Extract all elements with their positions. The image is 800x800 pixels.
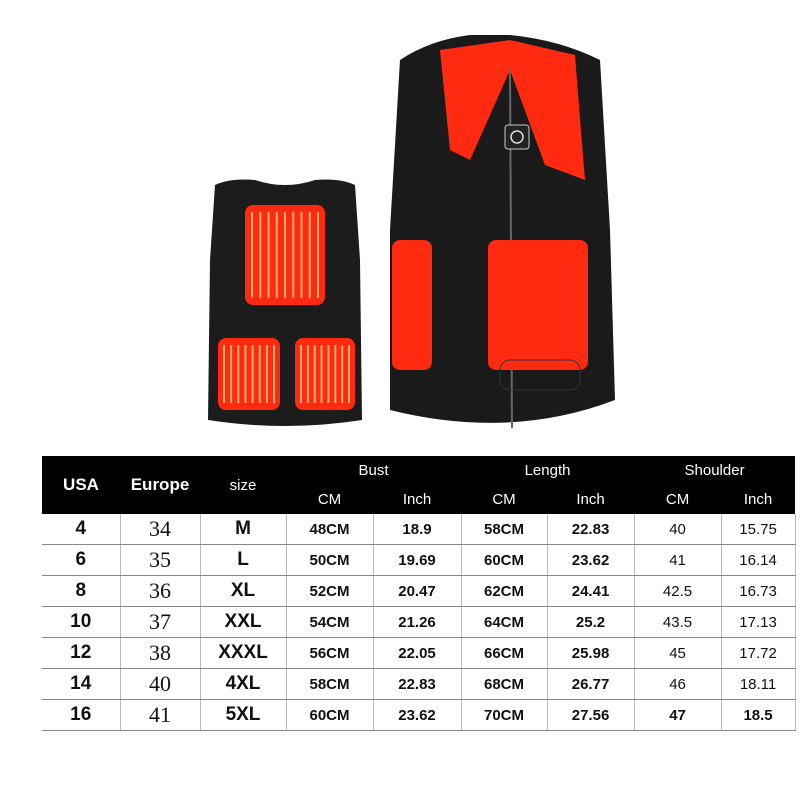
table-cell: 27.56 <box>547 699 635 731</box>
header-europe: Europe <box>120 456 200 514</box>
table-cell: 25.98 <box>547 637 635 669</box>
table-cell: 14 <box>42 668 121 700</box>
table-cell: XXXL <box>200 637 287 669</box>
table-cell: 40 <box>634 514 722 545</box>
table-cell: 56CM <box>286 637 374 669</box>
table-cell: 40 <box>120 668 201 700</box>
table-cell: 5XL <box>200 699 287 731</box>
table-cell: 16.73 <box>721 575 796 607</box>
table-row: 8 36 XL 52CM 20.47 62CM 24.41 42.5 16.73 <box>42 575 796 607</box>
table-cell: 52CM <box>286 575 374 607</box>
front-vest <box>390 35 615 429</box>
table-cell: 47 <box>634 699 722 731</box>
table-cell: 23.62 <box>373 699 462 731</box>
header-unit: CM <box>461 485 548 514</box>
table-cell: 24.41 <box>547 575 635 607</box>
table-cell: 60CM <box>461 544 548 576</box>
table-cell: XXL <box>200 606 287 638</box>
table-row: 16 41 5XL 60CM 23.62 70CM 27.56 47 18.5 <box>42 699 796 731</box>
header-size: size <box>200 456 286 514</box>
table-cell: M <box>200 514 287 545</box>
table-cell: 6 <box>42 544 121 576</box>
table-cell: L <box>200 544 287 576</box>
table-cell: 8 <box>42 575 121 607</box>
table-cell: 58CM <box>461 514 548 545</box>
table-cell: 38 <box>120 637 201 669</box>
table-cell: 37 <box>120 606 201 638</box>
table-cell: 23.62 <box>547 544 635 576</box>
table-cell: 70CM <box>461 699 548 731</box>
header-length: Length <box>461 456 635 485</box>
table-cell: 12 <box>42 637 121 669</box>
table-cell: 22.05 <box>373 637 462 669</box>
table-cell: 43.5 <box>634 606 722 638</box>
table-cell: 42.5 <box>634 575 722 607</box>
table-cell: 4 <box>42 514 121 545</box>
table-row: 4 34 M 48CM 18.9 58CM 22.83 40 15.75 <box>42 514 796 545</box>
table-cell: 36 <box>120 575 201 607</box>
heated-vest-images <box>208 35 615 429</box>
table-cell: 41 <box>120 699 201 731</box>
table-row: 6 35 L 50CM 19.69 60CM 23.62 41 16.14 <box>42 544 796 576</box>
table-cell: 25.2 <box>547 606 635 638</box>
header-shoulder: Shoulder <box>634 456 796 485</box>
table-cell: 15.75 <box>721 514 796 545</box>
table-cell: 20.47 <box>373 575 462 607</box>
table-cell: 60CM <box>286 699 374 731</box>
table-cell: 17.13 <box>721 606 796 638</box>
table-cell: 46 <box>634 668 722 700</box>
table-cell: 22.83 <box>373 668 462 700</box>
table-cell: 54CM <box>286 606 374 638</box>
table-cell: 64CM <box>461 606 548 638</box>
header-unit: CM <box>634 485 722 514</box>
table-cell: 18.11 <box>721 668 796 700</box>
table-row: 12 38 XXXL 56CM 22.05 66CM 25.98 45 17.72 <box>42 637 796 669</box>
table-cell: 22.83 <box>547 514 635 545</box>
header-unit: CM <box>286 485 373 514</box>
table-cell: 66CM <box>461 637 548 669</box>
table-cell: 62CM <box>461 575 548 607</box>
table-cell: 48CM <box>286 514 374 545</box>
table-row: 14 40 4XL 58CM 22.83 68CM 26.77 46 18.11 <box>42 668 796 700</box>
table-cell: 18.9 <box>373 514 462 545</box>
header-unit: Inch <box>547 485 635 514</box>
header-unit: Inch <box>721 485 796 514</box>
table-cell: 16 <box>42 699 121 731</box>
table-cell: 58CM <box>286 668 374 700</box>
table-cell: 68CM <box>461 668 548 700</box>
table-cell: 16.14 <box>721 544 796 576</box>
table-cell: 26.77 <box>547 668 635 700</box>
table-row: 10 37 XXL 54CM 21.26 64CM 25.2 43.5 17.13 <box>42 606 796 638</box>
table-cell: 34 <box>120 514 201 545</box>
table-cell: 21.26 <box>373 606 462 638</box>
table-cell: 10 <box>42 606 121 638</box>
header-usa: USA <box>42 456 120 514</box>
table-cell: 35 <box>120 544 201 576</box>
table-cell: 4XL <box>200 668 287 700</box>
header-bust: Bust <box>286 456 462 485</box>
power-button-icon <box>504 124 530 150</box>
table-cell: 18.5 <box>721 699 796 731</box>
size-chart-table: USA Europe size Bust Length Shoulder CM I… <box>42 456 796 731</box>
table-cell: XL <box>200 575 287 607</box>
table-cell: 19.69 <box>373 544 462 576</box>
table-cell: 50CM <box>286 544 374 576</box>
table-cell: 45 <box>634 637 722 669</box>
table-cell: 17.72 <box>721 637 796 669</box>
header-unit: Inch <box>373 485 462 514</box>
table-cell: 41 <box>634 544 722 576</box>
